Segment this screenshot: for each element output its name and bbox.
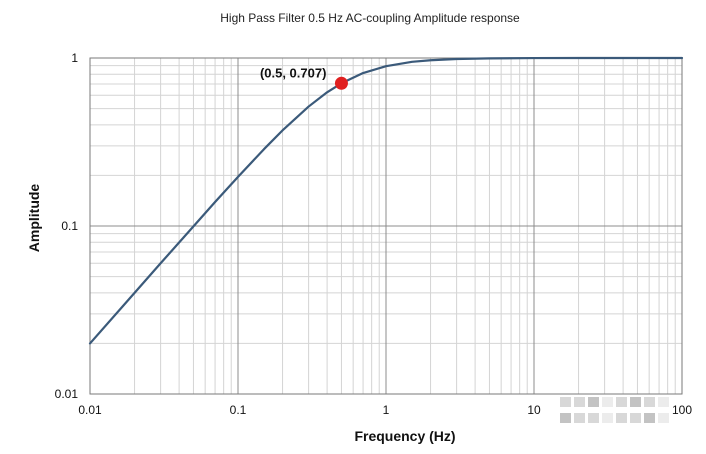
- x-tick-label: 1: [383, 403, 390, 417]
- x-tick-label: 0.1: [230, 403, 247, 417]
- y-tick-label: 0.1: [61, 219, 78, 233]
- annotation-layer: (0.5, 0.707): [260, 65, 348, 90]
- y-axis-label: Amplitude: [26, 184, 42, 253]
- watermark-blur: [560, 397, 682, 425]
- cutoff-point-marker: [334, 76, 348, 90]
- grid-major: [90, 58, 682, 394]
- chart-title: High Pass Filter 0.5 Hz AC-coupling Ampl…: [220, 11, 520, 25]
- x-tick-label: 10: [527, 403, 541, 417]
- y-tick-label: 1: [71, 51, 78, 65]
- x-axis-label: Frequency (Hz): [354, 428, 455, 444]
- y-tick-labels: 0.01 0.1 1: [55, 51, 79, 401]
- y-tick-label: 0.01: [55, 387, 79, 401]
- cutoff-point-label: (0.5, 0.707): [260, 65, 327, 80]
- x-tick-label: 0.01: [78, 403, 102, 417]
- plot-frame: [89, 57, 683, 395]
- x-tick-label: 100: [672, 403, 692, 417]
- x-tick-labels: 0.01 0.1 1 10 100: [78, 403, 692, 417]
